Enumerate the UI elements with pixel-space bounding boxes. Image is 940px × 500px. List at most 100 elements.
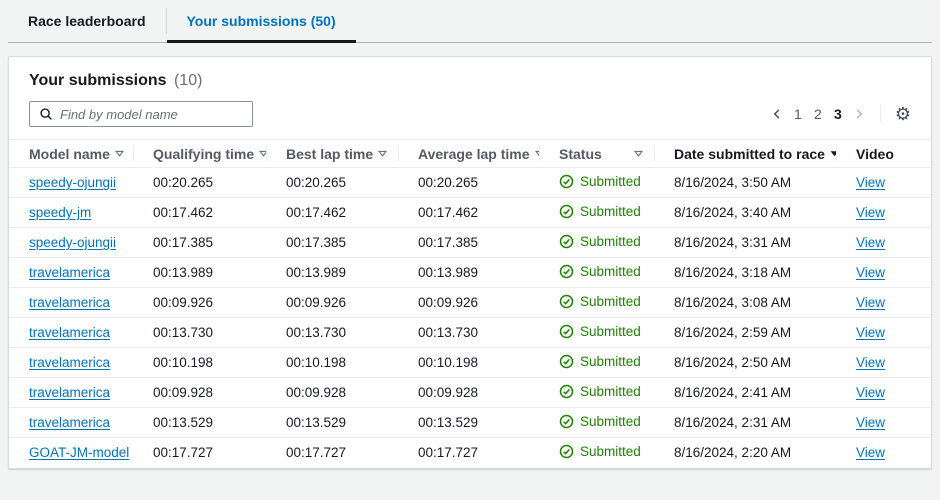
model-name-link[interactable]: travelamerica: [29, 355, 111, 370]
model-name-cell: travelamerica: [9, 287, 133, 318]
status-cell: Submitted: [539, 407, 654, 438]
next-page-button[interactable]: [848, 106, 870, 122]
model-name-cell: speedy-jm: [9, 197, 133, 228]
status-label: Submitted: [580, 263, 641, 279]
search-box[interactable]: [29, 101, 253, 127]
check-circle-icon: [559, 414, 574, 429]
qualifying-time-cell: 00:13.529: [133, 407, 266, 438]
video-cell: View: [836, 377, 931, 408]
table-row: GOAT-JM-model 00:17.727 00:17.727 00:17.727…: [9, 438, 931, 468]
status-cell: Submitted: [539, 197, 654, 228]
sort-caret-icon: [633, 148, 644, 159]
status-badge: Submitted: [559, 204, 641, 219]
qualifying-time-cell: 00:17.385: [133, 227, 266, 258]
qualifying-time-cell: 00:17.727: [153, 445, 214, 461]
best-lap-time-cell: 00:13.529: [266, 407, 398, 438]
model-name-cell: travelamerica: [9, 407, 133, 438]
video-cell: View: [836, 287, 931, 318]
model-name-link[interactable]: travelamerica: [29, 385, 111, 400]
table-row: speedy-ojungii 00:17.385 00:17.385 00:17.38…: [9, 227, 931, 258]
column-header-status[interactable]: Status: [539, 139, 654, 168]
model-name-link[interactable]: speedy-ojungii: [29, 235, 117, 250]
sort-caret-icon: [377, 148, 388, 159]
date-submitted-cell: 8/16/2024, 3:18 AM: [654, 257, 836, 288]
average-lap-time-cell: 00:09.928: [398, 377, 539, 408]
date-submitted-cell: 8/16/2024, 3:50 AM: [654, 167, 836, 198]
status-badge: Submitted: [559, 384, 641, 399]
page-2-button[interactable]: 2: [813, 106, 822, 122]
model-name-link[interactable]: speedy-jm: [29, 205, 92, 220]
check-circle-icon: [559, 174, 574, 189]
average-lap-time-cell: 00:13.730: [398, 317, 539, 348]
video-view-link[interactable]: View: [856, 385, 886, 400]
model-name-link[interactable]: speedy-ojungii: [29, 175, 117, 190]
gear-icon: ⚙: [894, 104, 911, 124]
video-view-link[interactable]: View: [856, 175, 886, 190]
page-1-button[interactable]: 1: [793, 106, 802, 122]
tab-label: Race leaderboard: [28, 13, 146, 29]
date-submitted-cell: 8/16/2024, 2:50 AM: [654, 347, 836, 378]
video-cell: View: [836, 197, 931, 228]
video-view-link[interactable]: View: [856, 295, 886, 310]
search-input[interactable]: [60, 106, 243, 122]
model-name-link[interactable]: GOAT-JM-model: [29, 445, 130, 461]
column-header-best-lap-time[interactable]: Best lap time: [266, 139, 398, 168]
status-cell: Submitted: [539, 377, 654, 408]
video-view-link[interactable]: View: [856, 235, 886, 250]
status-cell: Submitted: [539, 317, 654, 348]
video-view-link[interactable]: View: [856, 355, 886, 370]
video-view-link[interactable]: View: [856, 415, 886, 430]
previous-page-button[interactable]: [766, 106, 788, 122]
model-name-link[interactable]: travelamerica: [29, 325, 111, 340]
qualifying-time-cell: 00:10.198: [133, 347, 266, 378]
average-lap-time-cell: 00:17.462: [398, 197, 539, 228]
status-label: Submitted: [580, 293, 641, 309]
model-name-cell: speedy-ojungii: [9, 167, 133, 198]
check-circle-icon: [559, 204, 574, 219]
video-cell: View: [836, 317, 931, 348]
model-name-link[interactable]: travelamerica: [29, 265, 111, 280]
video-cell: View: [836, 347, 931, 378]
tabs-bar: Race leaderboard Your submissions (50): [8, 0, 932, 43]
date-submitted-cell: 8/16/2024, 3:31 AM: [654, 227, 836, 258]
column-header-video: Video: [836, 139, 931, 168]
model-name-cell: travelamerica: [9, 257, 133, 288]
tab-race-leaderboard[interactable]: Race leaderboard: [8, 0, 166, 42]
model-name-link[interactable]: travelamerica: [29, 295, 111, 310]
column-header-date-submitted[interactable]: Date submitted to race: [654, 139, 836, 168]
qualifying-time-cell: 00:13.730: [133, 317, 266, 348]
video-view-link[interactable]: View: [856, 325, 886, 340]
column-header-model-name[interactable]: Model name: [9, 139, 133, 168]
tab-label: Your submissions (50): [186, 13, 336, 29]
best-lap-time-cell: 00:17.727: [286, 445, 347, 461]
check-circle-icon: [559, 264, 574, 279]
page-3-button[interactable]: 3: [833, 106, 842, 122]
status-badge: Submitted: [559, 234, 641, 249]
status-badge: Submitted: [559, 354, 641, 369]
check-circle-icon: [559, 444, 574, 459]
best-lap-time-cell: 00:09.928: [266, 377, 398, 408]
status-badge: Submitted: [559, 324, 641, 339]
status-label: Submitted: [580, 173, 641, 189]
column-header-qualifying-time[interactable]: Qualifying time: [133, 139, 266, 168]
pagination: 1 2 3 ⚙: [766, 104, 911, 124]
status-cell: Submitted: [539, 287, 654, 318]
status-label: Submitted: [580, 383, 641, 399]
video-view-link[interactable]: View: [856, 445, 886, 461]
model-name-link[interactable]: travelamerica: [29, 415, 111, 430]
video-cell: View: [836, 167, 931, 198]
settings-button[interactable]: ⚙: [879, 104, 911, 124]
panel-header: Your submissions (10) 1 2 3: [9, 57, 931, 139]
video-cell: View: [836, 227, 931, 258]
video-view-link[interactable]: View: [856, 205, 886, 220]
qualifying-time-cell: 00:09.928: [133, 377, 266, 408]
status-label: Submitted: [580, 233, 641, 249]
date-submitted-cell: 8/16/2024, 2:41 AM: [654, 377, 836, 408]
column-header-average-lap-time[interactable]: Average lap time: [398, 139, 539, 168]
model-name-cell: travelamerica: [9, 317, 133, 348]
column-label: Average lap time: [418, 145, 530, 162]
tab-your-submissions[interactable]: Your submissions (50): [166, 0, 356, 43]
column-label: Best lap time: [286, 145, 374, 162]
table-row: travelamerica 00:09.928 00:09.928 00:09.928…: [9, 377, 931, 408]
video-view-link[interactable]: View: [856, 265, 886, 280]
